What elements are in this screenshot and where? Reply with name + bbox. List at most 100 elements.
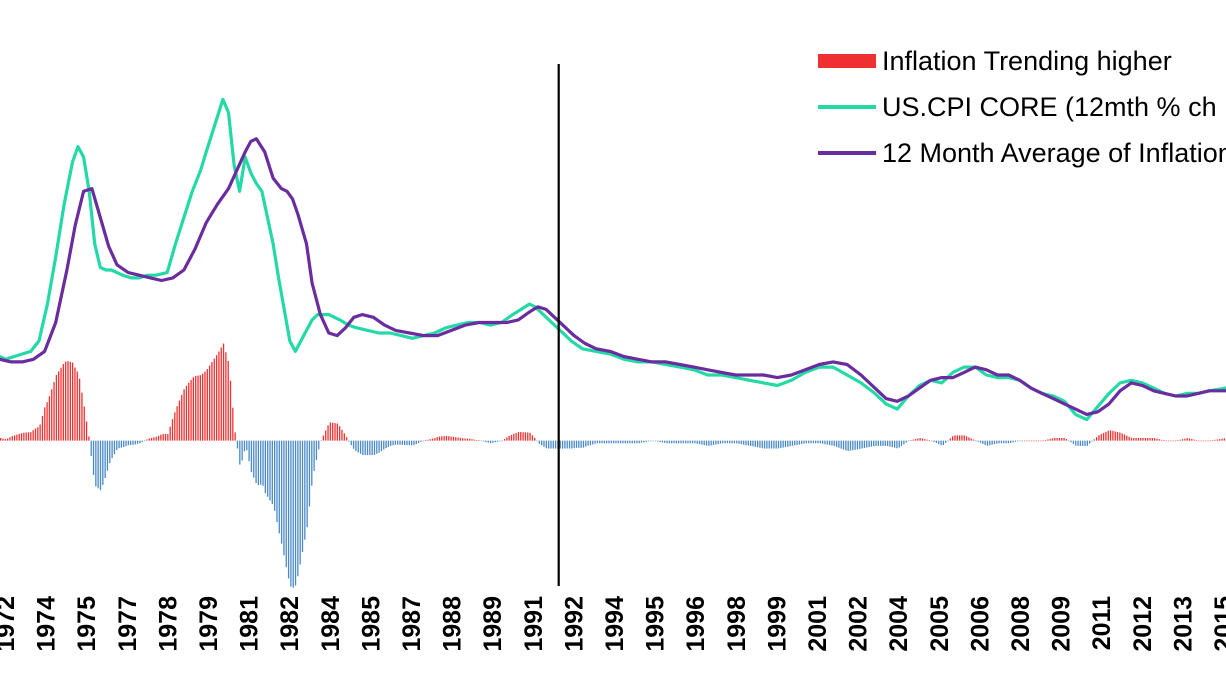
trend-bar bbox=[585, 440, 587, 447]
trend-bar bbox=[462, 438, 464, 441]
x-tick-label: 2011 bbox=[1088, 596, 1116, 650]
trend-bar bbox=[914, 439, 917, 441]
trend-bar bbox=[826, 440, 828, 445]
trend-bar bbox=[206, 369, 208, 441]
trend-bar bbox=[828, 440, 831, 446]
trend-bar bbox=[587, 440, 589, 446]
trend-bar bbox=[1165, 440, 1167, 442]
trend-bar bbox=[1070, 440, 1072, 443]
trend-bar bbox=[866, 440, 868, 448]
x-tick-label: 1988 bbox=[439, 596, 467, 652]
trend-bar bbox=[443, 436, 445, 441]
trend-bar bbox=[740, 440, 743, 445]
x-tick-label: 2008 bbox=[1007, 596, 1035, 652]
trend-bar bbox=[276, 440, 278, 523]
x-tick-label: 2013 bbox=[1169, 596, 1197, 652]
trend-bar bbox=[164, 434, 167, 441]
trend-bar bbox=[1147, 438, 1149, 441]
trend-bar bbox=[494, 440, 496, 443]
x-tick-label: 1979 bbox=[195, 596, 223, 652]
trend-bar bbox=[383, 440, 385, 450]
trend-bar bbox=[550, 440, 552, 449]
trend-bar bbox=[993, 440, 996, 445]
trend-bar bbox=[285, 440, 287, 568]
trend-bar bbox=[812, 440, 814, 444]
trend-bar bbox=[963, 435, 965, 441]
trend-bar bbox=[736, 440, 738, 444]
trend-bar bbox=[32, 430, 34, 441]
trend-bar bbox=[838, 440, 840, 448]
trend-bar bbox=[190, 379, 192, 441]
trend-bar bbox=[541, 440, 543, 446]
trend-bar bbox=[938, 440, 940, 445]
trend-bar bbox=[359, 440, 362, 454]
trend-bar bbox=[831, 440, 833, 446]
trend-bar bbox=[71, 362, 74, 441]
trend-bar bbox=[448, 436, 450, 441]
trend-bar bbox=[1219, 439, 1221, 441]
trend-bar bbox=[875, 440, 877, 446]
trend-bar bbox=[775, 440, 777, 449]
trend-bar bbox=[954, 435, 956, 441]
trend-bar bbox=[636, 440, 638, 444]
trend-bar bbox=[673, 440, 675, 444]
legend-label: 12 Month Average of Inflation bbox=[882, 137, 1226, 168]
trend-bar bbox=[1149, 438, 1151, 441]
trend-bar bbox=[371, 440, 373, 456]
trend-bar bbox=[404, 440, 406, 445]
trend-bar bbox=[1223, 438, 1225, 441]
trend-bar bbox=[492, 440, 494, 443]
trend-bar bbox=[1140, 438, 1142, 441]
trend-bar bbox=[241, 440, 243, 461]
trend-bar bbox=[1079, 440, 1082, 446]
trend-bar bbox=[768, 440, 770, 449]
x-tick-label: 1994 bbox=[601, 596, 629, 652]
trend-bar bbox=[599, 440, 601, 444]
trend-bar bbox=[222, 343, 225, 441]
trend-bar bbox=[357, 440, 359, 453]
trend-bar bbox=[645, 440, 647, 442]
trend-bar bbox=[842, 440, 845, 450]
trend-bar bbox=[840, 440, 842, 449]
trend-bar bbox=[731, 440, 733, 444]
trend-bar bbox=[90, 440, 92, 456]
trend-bar bbox=[654, 440, 657, 442]
trend-bar bbox=[208, 365, 211, 441]
trend-bar bbox=[889, 440, 891, 447]
trend-bar bbox=[109, 440, 111, 464]
trend-bar bbox=[787, 440, 789, 447]
trend-bar bbox=[798, 440, 801, 445]
x-tick-label: 1977 bbox=[114, 596, 142, 652]
trend-bar bbox=[62, 364, 64, 441]
trend-bar bbox=[1160, 439, 1163, 441]
trend-bar bbox=[271, 440, 273, 505]
trend-bar bbox=[626, 440, 629, 444]
trend-bar bbox=[427, 439, 429, 441]
x-tick-label: 1995 bbox=[642, 596, 670, 652]
trend-bar bbox=[137, 440, 139, 444]
trend-bar bbox=[743, 440, 745, 445]
trend-bar bbox=[1072, 440, 1075, 444]
trend-bar bbox=[640, 440, 643, 443]
trend-bar bbox=[1026, 440, 1028, 442]
trend-bar bbox=[1205, 440, 1207, 442]
trend-bar bbox=[292, 440, 294, 588]
trend-bar bbox=[759, 440, 761, 448]
trend-bar bbox=[155, 436, 157, 441]
trend-bar bbox=[106, 440, 109, 471]
trend-bar bbox=[907, 440, 910, 442]
trend-bar bbox=[647, 440, 650, 442]
trend-bar bbox=[499, 440, 501, 442]
trend-bar bbox=[85, 421, 88, 441]
trend-bar bbox=[1023, 440, 1026, 442]
trend-bar bbox=[747, 440, 749, 446]
x-tick-label: 2012 bbox=[1129, 596, 1157, 652]
trend-bar bbox=[575, 440, 578, 448]
trend-bar bbox=[55, 375, 58, 441]
trend-bar bbox=[1042, 440, 1044, 442]
trend-bar bbox=[280, 440, 283, 544]
trend-bar bbox=[608, 440, 610, 444]
trend-bar bbox=[705, 440, 708, 446]
trend-bar bbox=[1107, 430, 1109, 441]
trend-bar bbox=[1207, 440, 1209, 442]
